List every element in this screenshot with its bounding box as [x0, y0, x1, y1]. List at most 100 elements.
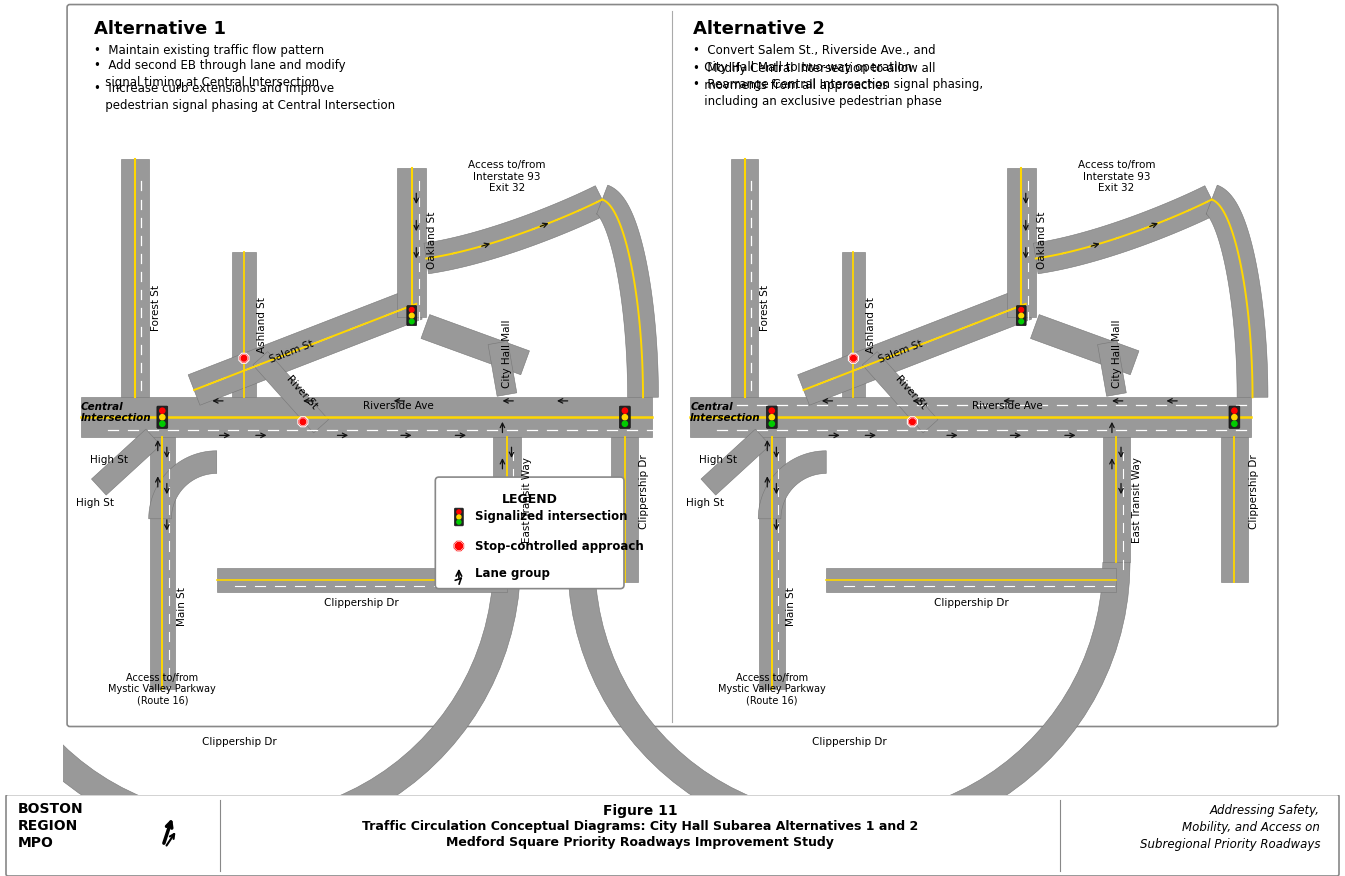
Circle shape: [1232, 421, 1237, 427]
Bar: [121, 159, 149, 398]
Polygon shape: [239, 353, 249, 364]
FancyBboxPatch shape: [1017, 306, 1026, 326]
Bar: [1006, 168, 1036, 317]
Text: •  Maintain existing traffic flow pattern: • Maintain existing traffic flow pattern: [94, 44, 324, 57]
Text: Clippership Dr: Clippership Dr: [784, 823, 854, 834]
Polygon shape: [1098, 341, 1126, 396]
Polygon shape: [701, 429, 771, 495]
Text: Access to/from
Interstate 93
Exit 32: Access to/from Interstate 93 Exit 32: [1077, 160, 1155, 194]
Polygon shape: [862, 351, 937, 433]
Text: High St: High St: [699, 456, 737, 465]
Circle shape: [457, 520, 461, 524]
Text: Clippership Dr: Clippership Dr: [933, 598, 1009, 608]
Text: Main St: Main St: [176, 587, 187, 626]
Text: High St: High St: [686, 498, 724, 508]
Text: Ashland St: Ashland St: [866, 297, 876, 353]
Circle shape: [769, 408, 775, 413]
Bar: [180, 802, 239, 829]
Text: Central
Intersection: Central Intersection: [690, 402, 761, 423]
FancyBboxPatch shape: [406, 306, 417, 326]
Text: Clippership Dr: Clippership Dr: [639, 455, 650, 529]
Text: Oakland St: Oakland St: [1037, 212, 1046, 269]
FancyBboxPatch shape: [157, 406, 168, 428]
Circle shape: [160, 408, 165, 413]
Circle shape: [160, 421, 165, 427]
Text: Central
Intersection: Central Intersection: [81, 402, 151, 423]
Text: •  Convert Salem St., Riverside Ave., and
   City Hall Mall to two-way operation: • Convert Salem St., Riverside Ave., and…: [693, 44, 936, 74]
Bar: [730, 159, 759, 398]
Text: High St: High St: [77, 498, 114, 508]
Bar: [233, 252, 256, 398]
Text: Clippership Dr: Clippership Dr: [1250, 455, 1259, 529]
Text: River St: River St: [893, 374, 928, 411]
Text: Riverside Ave: Riverside Ave: [363, 401, 433, 412]
Bar: [759, 437, 784, 689]
Text: •  Modify Central Intersection to allow all
   movments from all approaches: • Modify Central Intersection to allow a…: [693, 61, 935, 92]
Text: BOSTON
REGION
MPO: BOSTON REGION MPO: [17, 802, 83, 851]
Polygon shape: [424, 186, 609, 273]
Circle shape: [769, 414, 775, 420]
Polygon shape: [1033, 186, 1219, 273]
Text: Riverside Ave: Riverside Ave: [972, 401, 1042, 412]
Bar: [397, 168, 426, 317]
Circle shape: [1020, 307, 1024, 312]
Text: Salem St: Salem St: [268, 338, 315, 364]
Polygon shape: [798, 288, 1032, 406]
Text: Main St: Main St: [787, 587, 796, 626]
Bar: [826, 569, 1116, 592]
Text: Clippership Dr: Clippership Dr: [324, 598, 399, 608]
Text: Oakland St: Oakland St: [428, 212, 437, 269]
Circle shape: [623, 421, 628, 427]
Text: Medford Square Priority Roadways Improvement Study: Medford Square Priority Roadways Improve…: [447, 836, 834, 849]
Polygon shape: [849, 353, 858, 364]
FancyBboxPatch shape: [5, 795, 1340, 876]
Text: City Hall Mall: City Hall Mall: [1112, 320, 1122, 388]
Polygon shape: [188, 288, 422, 406]
Text: •  Increase curb extensions and improve
   pedestrian signal phasing at Central : • Increase curb extensions and improve p…: [94, 81, 395, 111]
Circle shape: [1232, 414, 1237, 420]
FancyBboxPatch shape: [455, 508, 463, 526]
Text: Access to/from
Mystic Valley Parkway
(Route 16): Access to/from Mystic Valley Parkway (Ro…: [109, 673, 217, 706]
Bar: [217, 569, 507, 592]
Polygon shape: [568, 562, 1130, 844]
Polygon shape: [908, 417, 917, 427]
Bar: [1103, 437, 1130, 562]
Circle shape: [1020, 314, 1024, 318]
FancyBboxPatch shape: [1229, 406, 1240, 428]
Circle shape: [1232, 408, 1237, 413]
Polygon shape: [421, 314, 530, 375]
Circle shape: [623, 414, 628, 420]
Polygon shape: [91, 429, 160, 495]
Polygon shape: [149, 451, 217, 519]
Text: Ashland St: Ashland St: [257, 297, 266, 353]
Text: Addressing Safety,
Mobility, and Access on
Subregional Priority Roadways: Addressing Safety, Mobility, and Access …: [1139, 803, 1319, 851]
Text: Alternative 1: Alternative 1: [94, 20, 226, 38]
Circle shape: [409, 319, 414, 324]
Bar: [1221, 437, 1248, 583]
Circle shape: [457, 510, 461, 514]
Text: River St: River St: [284, 374, 319, 411]
Circle shape: [769, 421, 775, 427]
Text: Forest St: Forest St: [151, 286, 160, 331]
Text: Alternative 2: Alternative 2: [693, 20, 824, 38]
FancyBboxPatch shape: [620, 406, 631, 428]
Bar: [611, 437, 639, 583]
Text: Signalized intersection: Signalized intersection: [475, 511, 628, 524]
Bar: [690, 398, 1251, 437]
Text: LEGEND: LEGEND: [502, 493, 558, 506]
Text: Salem St: Salem St: [877, 338, 924, 364]
Polygon shape: [297, 417, 308, 427]
Text: East Transit Way: East Transit Way: [1132, 456, 1142, 543]
Circle shape: [623, 408, 628, 413]
Text: Forest St: Forest St: [760, 286, 771, 331]
Polygon shape: [453, 540, 465, 552]
Polygon shape: [1206, 185, 1268, 398]
Text: Clippership Dr: Clippership Dr: [202, 737, 277, 747]
Circle shape: [457, 515, 461, 519]
Text: East Transit Way: East Transit Way: [522, 456, 533, 543]
Text: •  Add second EB through lane and modify
   signal timing at Central Intersectio: • Add second EB through lane and modify …: [94, 59, 346, 89]
Text: •  Rearrange Central Intersection signal phasing,
   including an exclusive pede: • Rearrange Central Intersection signal …: [693, 78, 983, 108]
Polygon shape: [253, 351, 328, 433]
Text: High St: High St: [90, 456, 128, 465]
Text: Stop-controlled approach: Stop-controlled approach: [475, 540, 644, 553]
